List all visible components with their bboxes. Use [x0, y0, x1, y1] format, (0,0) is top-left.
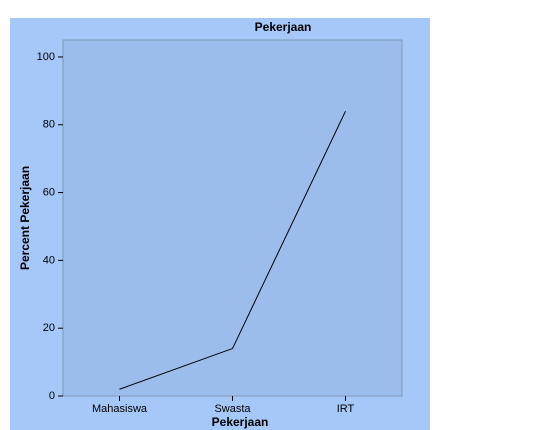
- chart-title: Pekerjaan: [255, 20, 312, 34]
- x-tick-label: Mahasiswa: [92, 403, 148, 415]
- y-tick-label: 80: [43, 119, 55, 131]
- y-tick-label: 60: [43, 186, 55, 198]
- x-axis-label: Pekerjaan: [212, 415, 269, 429]
- y-tick-label: 40: [43, 254, 55, 266]
- y-axis-label: Percent Pekerjaan: [18, 166, 32, 270]
- y-tick-label: 100: [37, 51, 55, 63]
- x-tick-label: IRT: [337, 403, 355, 415]
- y-tick-label: 0: [49, 390, 55, 402]
- y-tick-label: 20: [43, 322, 55, 334]
- line: [119, 110, 346, 390]
- plot-area: [62, 39, 403, 397]
- x-tick-label: Swasta: [214, 403, 251, 415]
